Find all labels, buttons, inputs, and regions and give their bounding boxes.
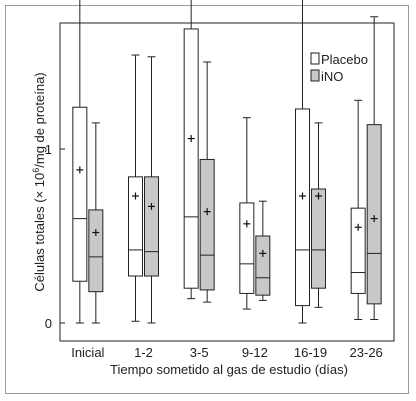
box-iqr (311, 188, 326, 289)
box-iqr (366, 124, 382, 305)
x-axis: Inicial 1-2 3-5 9-12 16-19 23-26 (71, 345, 383, 360)
box-placebo-3 (239, 117, 255, 310)
legend-swatch-ino (310, 69, 320, 82)
legend-swatch-placebo (310, 52, 320, 65)
box-ino-2 (199, 61, 215, 303)
legend-label-ino: iNO (321, 69, 343, 84)
y-axis-title: Células totales (× 106/mg de proteína) (31, 72, 47, 291)
box-iqr (183, 28, 199, 289)
box-placebo-0 (72, 0, 88, 324)
category-label: 1-2 (134, 345, 153, 360)
category-label: 9-12 (242, 345, 268, 360)
box-iqr (88, 209, 104, 293)
legend: Placebo iNO (310, 52, 368, 84)
box-ino-3 (255, 200, 271, 301)
box-placebo-2 (183, 0, 199, 300)
box-ino-1 (144, 56, 159, 324)
plot-area (59, 22, 395, 342)
box-placebo-5 (350, 99, 366, 321)
category-label: 23-26 (350, 345, 383, 360)
y-tick-label: 1 (45, 142, 52, 157)
legend-label-placebo: Placebo (321, 52, 368, 67)
y-tick-label: 0 (45, 316, 52, 331)
chart-frame (5, 5, 409, 394)
box-iqr (239, 202, 255, 294)
box-iqr (350, 207, 366, 294)
box-iqr (144, 176, 159, 277)
y-axis: 0123 (45, 142, 65, 331)
box-ino-4 (311, 122, 326, 308)
box-iqr (128, 176, 143, 277)
box-ino-5 (366, 16, 382, 321)
boxes-layer (72, 0, 382, 324)
box-iqr (72, 106, 88, 282)
box-iqr (255, 235, 271, 296)
box-iqr (295, 108, 310, 307)
category-label: Inicial (71, 345, 104, 360)
box-placebo-1 (128, 54, 143, 322)
box-ino-0 (88, 122, 104, 324)
category-label: 16-19 (294, 345, 327, 360)
box-iqr (199, 158, 215, 291)
x-axis-title: Tiempo sometido al gas de estudio (días) (110, 362, 348, 377)
box-placebo-4 (295, 0, 310, 324)
category-label: 3-5 (190, 345, 209, 360)
